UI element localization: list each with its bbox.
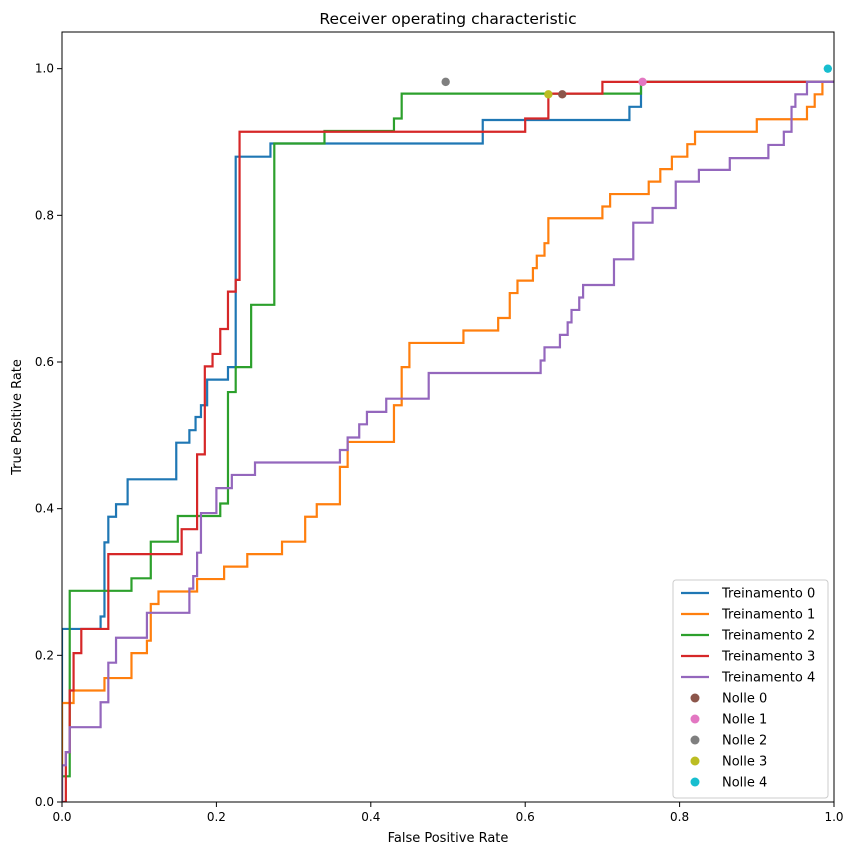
- chart-title: Receiver operating characteristic: [319, 10, 576, 28]
- nolle-point-0: [558, 90, 567, 99]
- x-tick-label-0: 0.0: [52, 810, 71, 824]
- y-tick-label-4: 0.8: [35, 208, 54, 222]
- y-tick-label-3: 0.6: [35, 355, 54, 369]
- x-axis-label: False Positive Rate: [388, 831, 509, 846]
- legend-swatch-6: [690, 714, 700, 724]
- legend-label-9: Nolle 4: [722, 776, 767, 791]
- x-tick-label-2: 0.4: [361, 810, 380, 824]
- x-tick-label-1: 0.2: [207, 810, 226, 824]
- y-tick-label-1: 0.2: [35, 648, 54, 662]
- x-tick-label-4: 0.8: [670, 810, 689, 824]
- legend-label-6: Nolle 1: [722, 713, 767, 728]
- legend-label-7: Nolle 2: [722, 734, 767, 749]
- roc-line-3: [62, 80, 834, 802]
- legend-label-1: Treinamento 1: [721, 608, 815, 623]
- legend-label-5: Nolle 0: [722, 692, 767, 707]
- x-tick-label-5: 1.0: [824, 810, 843, 824]
- legend: Treinamento 0 Treinamento 1 Treinamento 2 T…: [672, 579, 829, 799]
- x-tick-label-3: 0.6: [516, 810, 535, 824]
- legend-label-2: Treinamento 2: [721, 629, 815, 644]
- legend-label-4: Treinamento 4: [721, 671, 815, 686]
- legend-swatch-5: [690, 693, 700, 703]
- y-tick-label-2: 0.4: [35, 502, 54, 516]
- legend-swatch-8: [690, 756, 700, 766]
- legend-swatch-9: [690, 777, 700, 787]
- roc-line-4: [62, 80, 834, 802]
- nolle-point-1: [638, 77, 647, 87]
- y-tick-label-0: 0.0: [35, 795, 54, 809]
- nolle-point-2: [441, 77, 450, 87]
- plot-frame: [61, 31, 835, 803]
- legend-box: [672, 579, 829, 799]
- legend-swatch-7: [690, 735, 700, 745]
- y-axis-label: True Positive Rate: [10, 359, 25, 476]
- y-tick-label-5: 1.0: [35, 62, 54, 76]
- nolle-point-3: [544, 90, 553, 99]
- legend-label-8: Nolle 3: [722, 755, 767, 770]
- legend-label-3: Treinamento 3: [721, 650, 815, 665]
- legend-label-0: Treinamento 0: [721, 587, 815, 602]
- roc-line-2: [62, 80, 834, 778]
- nolle-point-4: [823, 64, 833, 73]
- roc-line-1: [62, 81, 824, 802]
- axis-ticks: 0.00.0 0.2 0.2 0.4 0.4 0.6 0.6 0.8 0.8 1.0 1.0: [35, 62, 844, 824]
